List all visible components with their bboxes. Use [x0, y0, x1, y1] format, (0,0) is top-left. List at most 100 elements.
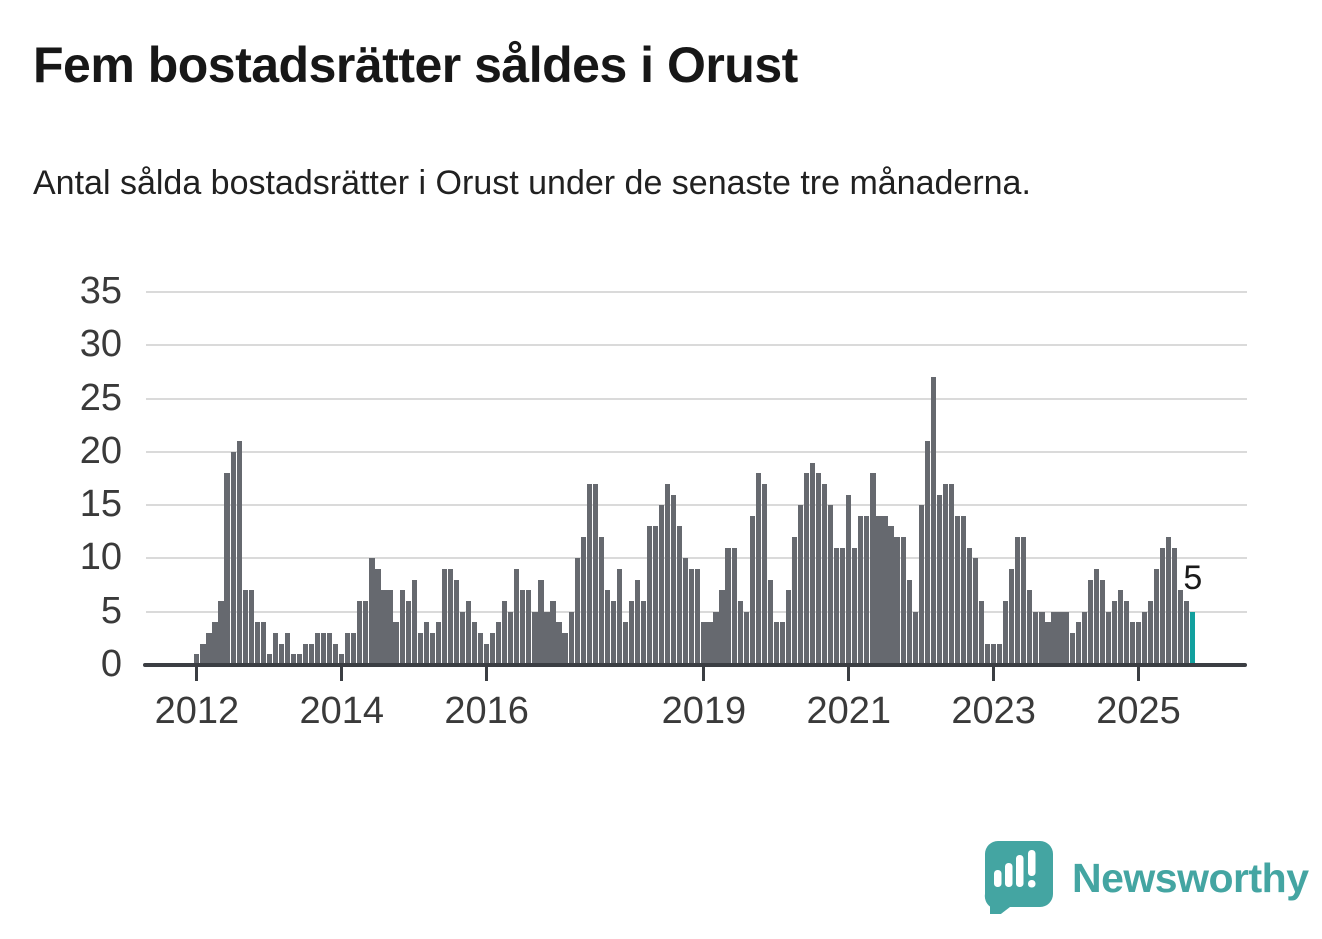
x-axis-tick — [340, 667, 344, 681]
bar — [230, 451, 236, 665]
bar — [484, 643, 490, 665]
bar — [997, 643, 1003, 665]
bar — [628, 601, 635, 665]
bar — [785, 590, 791, 665]
x-axis-label: 2016 — [444, 690, 529, 732]
bar — [610, 601, 616, 665]
bar — [308, 643, 315, 665]
bar — [302, 643, 309, 665]
bar — [1033, 611, 1039, 665]
y-axis-label: 15 — [79, 483, 122, 526]
logo-wordmark: Newsworthy — [1072, 855, 1309, 901]
x-axis-tick — [485, 667, 489, 681]
bar — [212, 622, 218, 665]
bar — [966, 547, 973, 665]
bar — [278, 643, 284, 665]
bar — [761, 483, 767, 665]
bar — [224, 473, 230, 665]
bar — [948, 483, 954, 665]
bar — [906, 579, 912, 665]
chart-subtitle: Antal sålda bostadsrätter i Orust under … — [33, 164, 1031, 202]
highlighted-bar — [1190, 611, 1196, 665]
bar — [1093, 569, 1099, 665]
bar — [1027, 590, 1033, 665]
bar — [725, 547, 731, 665]
bar — [1184, 601, 1190, 665]
y-axis-label: 0 — [100, 643, 122, 685]
bar — [671, 494, 677, 665]
bar — [743, 611, 749, 665]
bar — [254, 622, 260, 665]
y-axis-label: 35 — [79, 270, 122, 312]
bar — [1117, 590, 1123, 665]
x-axis-tick — [992, 667, 996, 681]
bar — [1141, 611, 1148, 665]
bar — [640, 601, 647, 665]
bar — [779, 622, 785, 665]
bar — [858, 515, 864, 665]
bar — [1111, 601, 1117, 665]
bar — [767, 579, 773, 665]
bar — [1129, 622, 1136, 665]
gridline — [146, 450, 1247, 453]
bar — [972, 558, 979, 665]
bar — [369, 558, 375, 665]
bar — [321, 633, 327, 665]
bar — [647, 526, 653, 665]
bar — [822, 483, 828, 665]
bar — [695, 569, 701, 665]
bar — [1147, 601, 1154, 665]
bar — [532, 611, 538, 665]
bar — [502, 601, 508, 665]
bar — [327, 633, 333, 665]
bar — [731, 547, 737, 665]
bar — [387, 590, 393, 665]
bar — [1099, 579, 1105, 665]
bar — [260, 622, 266, 665]
bar — [894, 537, 900, 665]
bar — [417, 633, 423, 665]
gridline — [146, 557, 1247, 560]
bar — [248, 590, 254, 665]
x-axis-tick — [195, 667, 199, 681]
bar — [803, 473, 810, 665]
bar — [828, 505, 834, 665]
bar — [1172, 547, 1178, 665]
bar — [1166, 537, 1172, 665]
bar — [598, 537, 604, 665]
bar — [604, 590, 610, 665]
bar — [1039, 611, 1045, 665]
bar — [381, 590, 387, 665]
bar — [797, 505, 804, 665]
x-axis-line — [143, 663, 1247, 667]
bar — [755, 473, 761, 665]
bar — [816, 473, 822, 665]
y-axis-label: 5 — [100, 589, 122, 632]
bar — [490, 633, 496, 665]
bar — [1075, 622, 1081, 665]
x-axis-tick — [1137, 667, 1141, 681]
bar — [284, 633, 291, 665]
bar — [809, 462, 816, 665]
x-axis-label: 2012 — [154, 690, 240, 732]
bar — [351, 633, 357, 665]
bar — [707, 622, 713, 665]
bar — [791, 537, 798, 665]
bar — [665, 483, 671, 665]
bar — [677, 526, 683, 665]
bar — [749, 515, 755, 665]
bar — [339, 654, 345, 665]
bar — [200, 643, 206, 665]
bar — [290, 654, 297, 665]
bar — [1009, 569, 1015, 665]
bar — [900, 537, 906, 665]
latest-value-annotation: 5 — [1183, 558, 1203, 597]
bar — [870, 473, 876, 665]
bar — [912, 611, 918, 665]
bar — [701, 622, 707, 665]
bar — [556, 622, 562, 665]
bar — [840, 547, 846, 665]
bar — [834, 547, 840, 665]
y-axis-label: 20 — [79, 429, 122, 472]
